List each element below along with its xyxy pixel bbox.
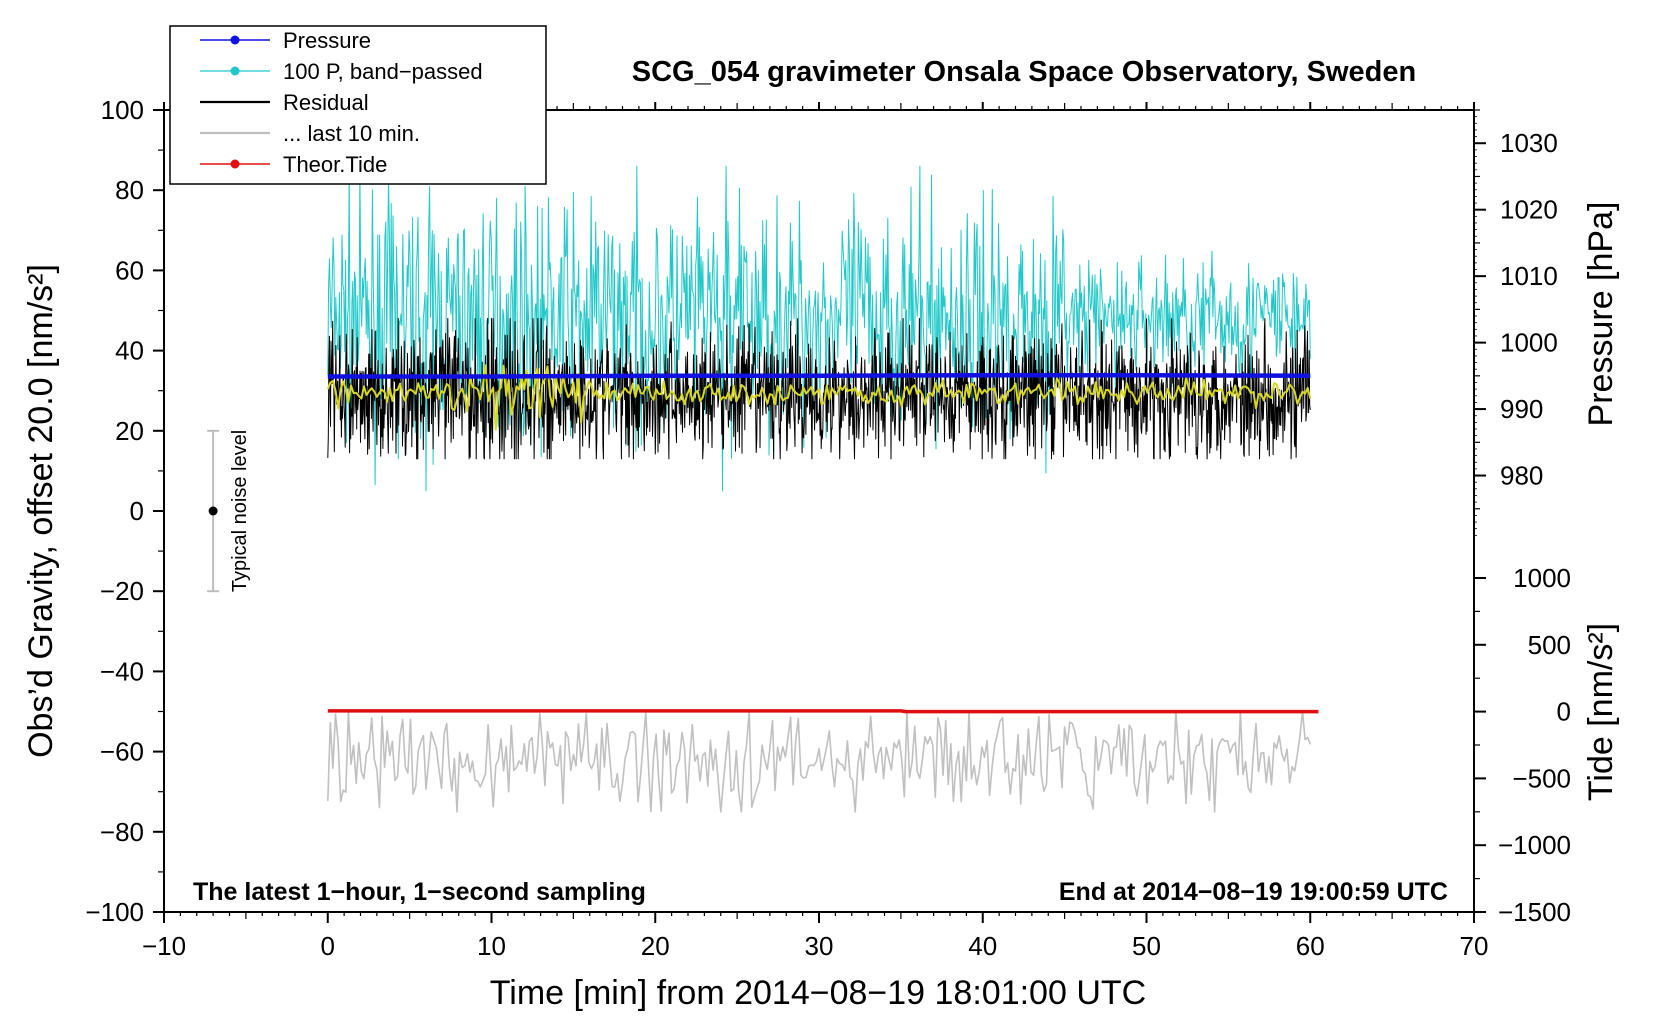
x-tick-label: 10 [477, 931, 506, 961]
y-tick-label: −60 [100, 737, 144, 767]
noise-level-indicator: Typical noise level [207, 429, 251, 593]
series-pressure [327, 372, 1311, 379]
tide-axis-title: Tide [nm/s²] [1582, 623, 1620, 801]
legend-label: Pressure [283, 28, 371, 53]
series-last-10-min [327, 710, 1312, 813]
x-tick-label: 40 [968, 931, 997, 961]
x-tick-label: 60 [1296, 931, 1325, 961]
series-smoothed-residual [326, 364, 1312, 431]
legend-label: Residual [283, 90, 369, 115]
axes-layer: −10 0 10 20 30 40 50 60 70100806040200−20−40−60−… [22, 95, 1620, 961]
pressure-tick-label: 990 [1500, 394, 1543, 424]
annotation-end-time: End at 2014−08−19 19:00:59 UTC [1059, 878, 1448, 906]
pressure-tick-label: 1030 [1500, 128, 1558, 158]
legend-box [169, 25, 547, 185]
series-theor-tide [327, 709, 1319, 714]
pressure-tick-label: 980 [1500, 461, 1543, 491]
legend-entry: 100 P, band−passed [200, 59, 483, 84]
y-tick-label: −100 [85, 897, 144, 927]
y-tick-label: −40 [100, 656, 144, 686]
noise-bar-center [208, 506, 218, 516]
legend-marker [230, 66, 240, 76]
legend-marker [230, 35, 240, 45]
y-tick-label: −20 [100, 576, 144, 606]
x-axis-title: Time [min] from 2014−08−19 18:01:00 UTC [490, 974, 1146, 1012]
y-tick-label: 60 [115, 255, 144, 285]
legend-entry: Theor.Tide [200, 152, 387, 177]
tide-tick-label: 0 [1557, 697, 1571, 727]
tide-tick-label: 1000 [1513, 563, 1571, 593]
tide-tick-label: 500 [1528, 630, 1571, 660]
x-tick-label: 50 [1132, 931, 1161, 961]
legend: Pressure 100 P, band−passed Residual ... la… [169, 25, 547, 185]
y-tick-label: 100 [101, 95, 144, 125]
y-tick-label: 40 [115, 336, 144, 366]
tide-tick-label: −500 [1512, 763, 1571, 793]
y-tick-label: 0 [130, 496, 144, 526]
legend-marker [230, 159, 240, 169]
legend-entry: Residual [200, 90, 369, 115]
y-tick-label: 80 [115, 175, 144, 205]
legend-label: Theor.Tide [283, 152, 387, 177]
y-tick-label: −80 [100, 817, 144, 847]
series-residual [327, 318, 1311, 460]
x-tick-label: 30 [805, 931, 834, 961]
x-tick-label: −10 [142, 931, 186, 961]
x-tick-label: 70 [1460, 931, 1489, 961]
tide-tick-label: −1000 [1498, 830, 1571, 860]
tide-tick-label: −1500 [1498, 897, 1571, 927]
pressure-tick-label: 1000 [1500, 328, 1558, 358]
noise-bar-label: Typical noise level [229, 430, 251, 592]
legend-label: ... last 10 min. [283, 121, 420, 146]
legend-entry: Pressure [200, 28, 371, 53]
chart-title: SCG_054 gravimeter Onsala Space Observat… [632, 56, 1416, 88]
pressure-axis-title: Pressure [hPa] [1582, 202, 1620, 427]
x-tick-label: 20 [641, 931, 670, 961]
annotation-sampling: The latest 1−hour, 1−second sampling [193, 878, 646, 906]
pressure-tick-label: 1010 [1500, 261, 1558, 291]
y-tick-label: 20 [115, 416, 144, 446]
legend-entry: ... last 10 min. [200, 121, 420, 146]
legend-label: 100 P, band−passed [283, 59, 483, 84]
x-tick-label: 0 [321, 931, 335, 961]
y-axis-title-left: Obs’d Gravity, offset 20.0 [nm/s²] [22, 264, 60, 758]
pressure-tick-label: 1020 [1500, 195, 1558, 225]
series-layer [326, 165, 1319, 813]
